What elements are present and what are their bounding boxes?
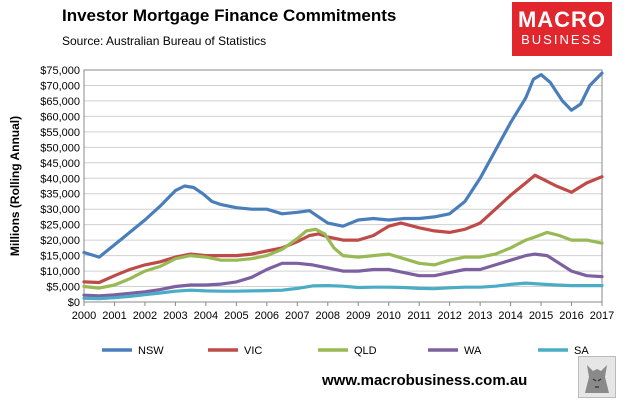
wolf-logo-image [578,356,616,398]
y-tick-label: $75,000 [40,65,80,77]
x-tick-label: 2000 [72,310,96,322]
y-tick-label: $40,000 [40,173,80,185]
y-tick-label: $0 [68,297,80,309]
series-line-nsw [82,71,604,259]
macrobusiness-logo: MACRO BUSINESS [512,2,612,56]
x-axis-ticks: 2000 2001 2002 2003 2004 2005 2006 2007 2008 2009… [72,302,614,322]
y-tick-label: $50,000 [40,142,80,154]
x-tick-label: 2005 [224,310,248,322]
y-tick-label: $30,000 [40,204,80,216]
y-tick-label: $60,000 [40,111,80,123]
y-tick-label: $20,000 [40,235,80,247]
x-tick-label: 2017 [590,310,614,322]
legend-label-nsw: NSW [138,345,164,357]
plot-area [83,69,603,303]
y-tick-label: $65,000 [40,96,80,108]
y-tick-label: $15,000 [40,251,80,263]
y-tick-label: $35,000 [40,189,80,201]
series-lines [82,71,604,301]
series-line-wa [82,252,604,298]
x-tick-label: 2002 [133,310,157,322]
x-tick-label: 2011 [407,310,431,322]
y-tick-label: $70,000 [40,80,80,92]
y-tick-label: $45,000 [40,158,80,170]
y-axis-label: Millions (Rolling Annual) [8,116,22,256]
logo-line-2: BUSINESS [521,32,603,47]
y-tick-label: $55,000 [40,127,80,139]
y-tick-label: $5,000 [46,282,80,294]
x-tick-label: 2007 [285,310,309,322]
legend-label-wa: WA [464,345,482,357]
x-tick-label: 2013 [468,310,492,322]
x-tick-label: 2010 [376,310,400,322]
logo-line-1: MACRO [517,7,607,32]
x-tick-label: 2016 [559,310,583,322]
y-tick-label: $10,000 [40,266,80,278]
x-tick-label: 2012 [437,310,461,322]
series-line-qld [82,227,604,290]
x-tick-label: 2015 [529,310,553,322]
legend: NSW VIC QLD WA SA [102,345,589,357]
website-url: www.macrobusiness.com.au [322,372,528,389]
x-tick-label: 2006 [255,310,279,322]
series-line-sa [82,281,604,301]
chart-source: Source: Australian Bureau of Statistics [62,34,267,48]
x-tick-label: 2014 [498,310,522,322]
legend-label-sa: SA [574,345,589,357]
chart-title: Investor Mortgage Finance Commitments [62,6,397,25]
x-tick-label: 2004 [194,310,218,322]
y-axis-ticks: $0 $5,000 $10,000 $15,000 $20,000 $25,000 $30,… [40,65,80,309]
legend-label-qld: QLD [354,345,377,357]
x-tick-label: 2001 [102,310,126,322]
x-tick-label: 2008 [316,310,340,322]
x-tick-label: 2009 [346,310,370,322]
x-tick-label: 2003 [163,310,187,322]
legend-label-vic: VIC [244,345,262,357]
y-tick-label: $25,000 [40,220,80,232]
